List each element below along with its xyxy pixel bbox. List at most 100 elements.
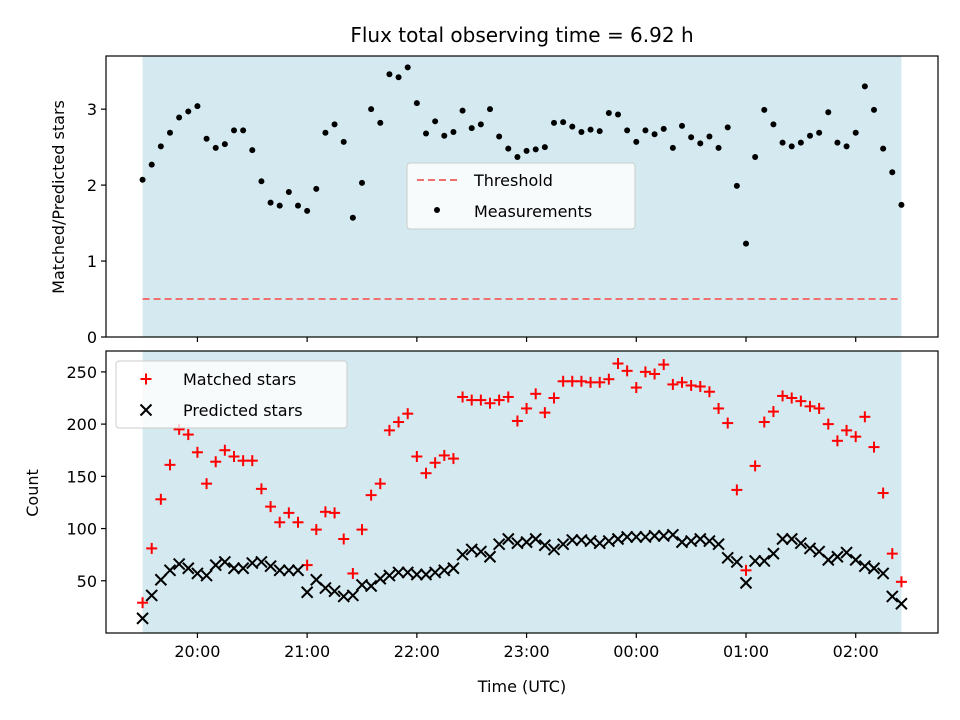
cross-b: [163, 564, 177, 577]
cross-b: [657, 529, 670, 543]
measurement-point: [477, 121, 484, 128]
measurement-point: [240, 127, 247, 134]
predicted-star-point: [428, 566, 442, 579]
matched-star-point: [475, 394, 487, 406]
matched-star-point: [365, 489, 377, 501]
measurement-point: [441, 132, 448, 139]
measurement-point: [642, 127, 649, 134]
matched-star-point: [338, 533, 350, 545]
measurement-point: [221, 141, 228, 148]
cross-b: [346, 589, 360, 602]
chart-title: Flux total observing time = 6.92 h: [350, 23, 693, 47]
predicted-star-point: [602, 534, 616, 548]
cross-b: [620, 530, 634, 544]
cross-b: [529, 532, 542, 546]
x-tick-label: 01:00: [723, 642, 769, 661]
cross-b: [502, 532, 515, 546]
predicted-star-point: [447, 562, 460, 575]
matched-star-point: [255, 483, 267, 495]
cross-b: [611, 532, 625, 546]
cross-b: [840, 546, 853, 559]
matched-star-point: [658, 359, 670, 371]
predicted-star-point: [273, 564, 286, 577]
matched-star-point: [850, 431, 862, 443]
matched-star-point: [822, 418, 834, 430]
matched-star-point: [146, 542, 158, 554]
predicted-star-point: [584, 534, 597, 548]
predicted-star-point: [630, 530, 643, 544]
measurement-point: [487, 106, 493, 113]
predicted-star-point: [767, 547, 780, 560]
predicted-star-point: [291, 564, 305, 577]
predicted-star-point: [886, 590, 899, 603]
matched-star-point: [457, 391, 469, 403]
cross-b: [822, 553, 835, 567]
cross-b: [447, 562, 460, 575]
predicted-star-point: [163, 564, 177, 577]
matched-star-point: [347, 567, 359, 579]
cross-b: [374, 572, 387, 585]
predicted-star-point: [383, 569, 396, 582]
cross-b: [319, 581, 332, 595]
measurement-point: [825, 109, 832, 116]
predicted-star-point: [172, 557, 186, 571]
predicted-star-point: [730, 555, 744, 569]
matched-star-point: [667, 378, 679, 390]
measurement-point: [761, 106, 768, 113]
predicted-star-point: [876, 567, 890, 580]
cross-b: [465, 543, 478, 556]
measurement-point: [157, 143, 164, 150]
cross-b: [639, 530, 652, 544]
measurement-point: [578, 128, 585, 135]
matched-star-point: [393, 416, 405, 428]
measurement-point: [788, 143, 795, 150]
cross-b: [831, 550, 844, 563]
predicted-star-point: [620, 530, 634, 544]
measurement-point: [624, 127, 631, 134]
matched-star-point: [265, 501, 277, 513]
matched-star-point: [484, 397, 496, 409]
predicted-star-point: [895, 597, 908, 610]
predicted-star-point: [721, 551, 734, 565]
measurement-point: [267, 199, 274, 206]
predicted-star-point: [694, 532, 707, 546]
measurement-point: [404, 64, 411, 71]
ratio-legend: Threshold Measurements: [406, 162, 636, 230]
measurement-point: [359, 179, 365, 186]
predicted-star-point: [858, 559, 872, 573]
predicted-star-point: [419, 568, 433, 581]
matched-star-point: [210, 456, 222, 468]
cross-b: [739, 576, 753, 590]
matched-star-point: [713, 402, 725, 414]
y-tick-label: 50: [77, 572, 97, 591]
measurement-point: [349, 214, 356, 221]
matched-star-point: [786, 392, 798, 404]
cross-b: [428, 566, 442, 579]
matched-star-point: [429, 457, 441, 469]
measurement-point: [304, 207, 311, 214]
measurement-point: [679, 122, 685, 129]
cross-b: [867, 562, 881, 575]
matched-star-point: [859, 411, 871, 423]
measurement-point: [340, 138, 347, 145]
measurement-point: [276, 202, 283, 209]
matched-star-point: [402, 408, 414, 420]
predicted-star-point: [474, 545, 488, 558]
predicted-star-point: [831, 550, 844, 563]
cross-b: [520, 535, 533, 549]
y-tick-label: 1: [87, 252, 97, 271]
predicted-star-point: [264, 559, 277, 573]
y-tick-label: 100: [66, 520, 97, 539]
predicted-star-point: [401, 566, 414, 579]
predicted-star-point: [502, 532, 515, 546]
measurement-point: [843, 143, 850, 150]
matched-star-point: [777, 390, 789, 402]
cross-b: [419, 568, 433, 581]
matched-star-point: [548, 392, 560, 404]
predicted-star-point: [282, 564, 296, 577]
measurement-point: [669, 144, 676, 151]
predicted-star-point: [648, 529, 661, 543]
matched-star-point: [804, 400, 816, 412]
count-legend-box: [115, 360, 348, 429]
cross-b: [492, 538, 506, 551]
